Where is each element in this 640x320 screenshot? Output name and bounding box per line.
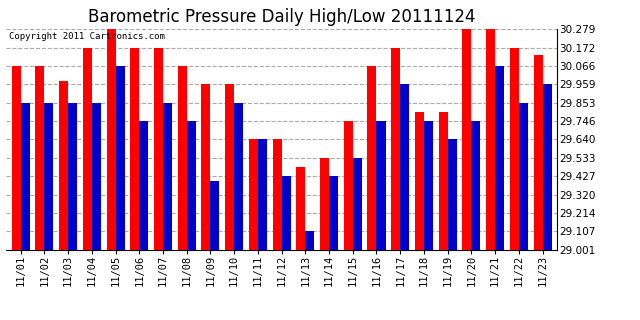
Bar <box>273 140 282 250</box>
Bar <box>35 66 44 250</box>
Bar <box>116 66 125 250</box>
Bar <box>282 176 291 250</box>
Bar <box>140 121 148 250</box>
Bar <box>415 112 424 250</box>
Bar <box>367 66 376 250</box>
Bar <box>462 29 472 250</box>
Bar <box>178 66 187 250</box>
Bar <box>305 231 314 250</box>
Bar <box>59 81 68 250</box>
Bar <box>424 121 433 250</box>
Bar <box>438 112 447 250</box>
Bar <box>106 29 116 250</box>
Bar <box>68 103 77 250</box>
Bar <box>320 158 329 250</box>
Bar <box>249 140 258 250</box>
Bar <box>344 121 353 250</box>
Bar <box>163 103 172 250</box>
Bar <box>486 29 495 250</box>
Bar <box>187 121 196 250</box>
Bar <box>329 176 338 250</box>
Bar <box>543 84 552 250</box>
Bar <box>534 55 543 250</box>
Bar <box>400 84 409 250</box>
Bar <box>44 103 53 250</box>
Bar <box>495 66 504 250</box>
Bar <box>83 48 92 250</box>
Text: Copyright 2011 Cartronics.com: Copyright 2011 Cartronics.com <box>9 32 165 41</box>
Bar <box>447 140 457 250</box>
Bar <box>154 48 163 250</box>
Bar <box>296 167 305 250</box>
Bar <box>472 121 481 250</box>
Bar <box>211 181 220 250</box>
Bar <box>519 103 528 250</box>
Bar <box>92 103 101 250</box>
Title: Barometric Pressure Daily High/Low 20111124: Barometric Pressure Daily High/Low 20111… <box>88 8 476 26</box>
Bar <box>225 84 234 250</box>
Bar <box>510 48 519 250</box>
Bar <box>353 158 362 250</box>
Bar <box>130 48 140 250</box>
Bar <box>202 84 211 250</box>
Bar <box>376 121 385 250</box>
Bar <box>20 103 29 250</box>
Bar <box>12 66 20 250</box>
Bar <box>391 48 400 250</box>
Bar <box>234 103 243 250</box>
Bar <box>258 140 267 250</box>
